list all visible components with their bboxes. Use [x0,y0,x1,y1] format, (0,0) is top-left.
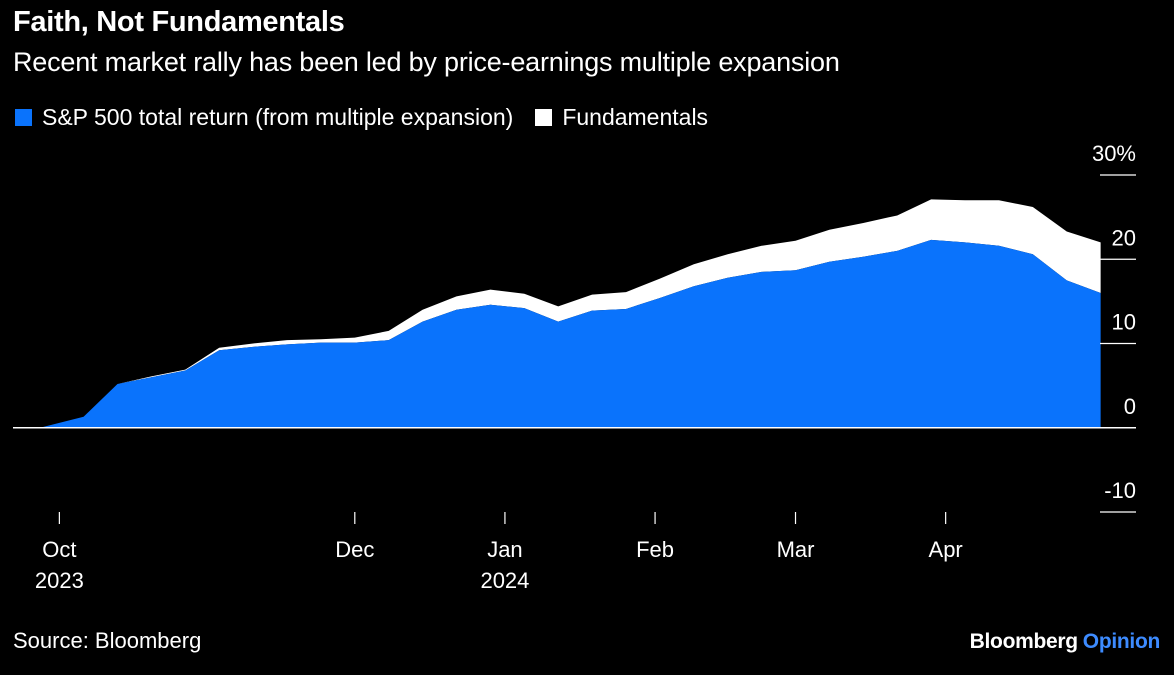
x-tick-label: Oct [42,537,76,562]
legend-swatch-fundamentals [535,109,553,126]
x-tick-year-label: 2024 [480,568,529,593]
legend-item-fundamentals: Fundamentals [535,104,708,131]
x-tick-label: Dec [335,537,374,562]
legend-label-multiple-expansion: S&P 500 total return (from multiple expa… [42,104,514,130]
brand-name: Bloomberg [969,630,1078,653]
x-tick-label: Jan [487,537,522,562]
brand-accent: Opinion [1082,630,1161,653]
y-tick-label: 10 [1112,310,1136,335]
legend-swatch-multiple-expansion [15,109,32,126]
legend: S&P 500 total return (from multiple expa… [15,104,730,131]
y-tick-label: -10 [1104,478,1136,503]
x-tick-label: Feb [636,537,674,562]
x-tick-label: Apr [929,537,963,562]
y-tick-label: 20 [1112,225,1136,250]
y-tick-label: 30% [1092,141,1136,166]
x-tick-year-label: 2023 [35,568,84,593]
y-tick-label: 0 [1124,394,1136,419]
source-note: Source: Bloomberg [13,628,202,653]
chart-title: Faith, Not Fundamentals [13,6,345,38]
chart-subtitle: Recent market rally has been led by pric… [13,47,840,77]
area-fundamentals [40,199,1101,428]
area-multiple-expansion [40,239,1101,428]
legend-label-fundamentals: Fundamentals [562,104,709,130]
x-tick-label: Mar [777,537,815,562]
legend-item-multiple-expansion: S&P 500 total return (from multiple expa… [15,104,513,131]
brand-logo: Bloomberg Opinion [969,630,1161,654]
